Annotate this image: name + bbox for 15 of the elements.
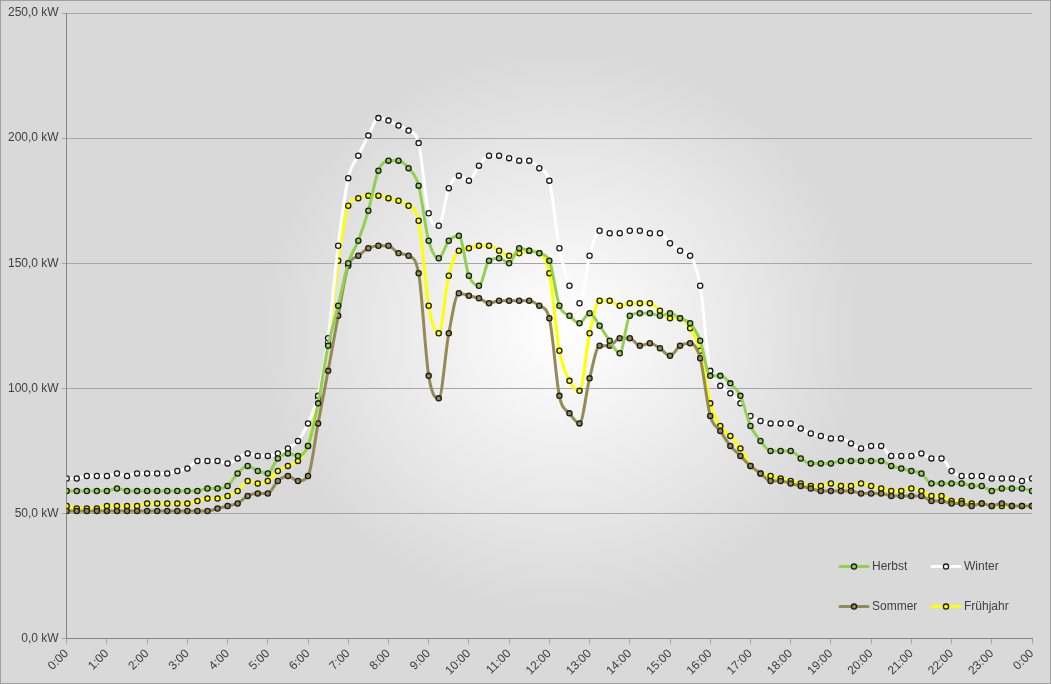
x-tick-label: 7:00 [326,646,353,673]
y-tick-label: 200,0 kW [7,130,60,145]
legend-label: Winter [964,558,999,573]
legend-label: Sommer [872,598,918,613]
y-tick-label: 50,0 kW [14,505,60,520]
y-tick-label: 250,0 kW [7,5,60,20]
x-tick-label: 0:00 [1010,646,1037,673]
y-tick-label: 0,0 kW [21,630,60,645]
x-tick-label: 0:00 [44,646,72,673]
x-tick-label: 4:00 [205,646,233,673]
legend-label: Herbst [872,558,909,573]
y-tick-label: 100,0 kW [7,380,60,395]
x-tick-label: 6:00 [286,646,313,673]
y-tick-label: 150,0 kW [7,255,60,270]
legend-label: Frühjahr [964,598,1009,613]
